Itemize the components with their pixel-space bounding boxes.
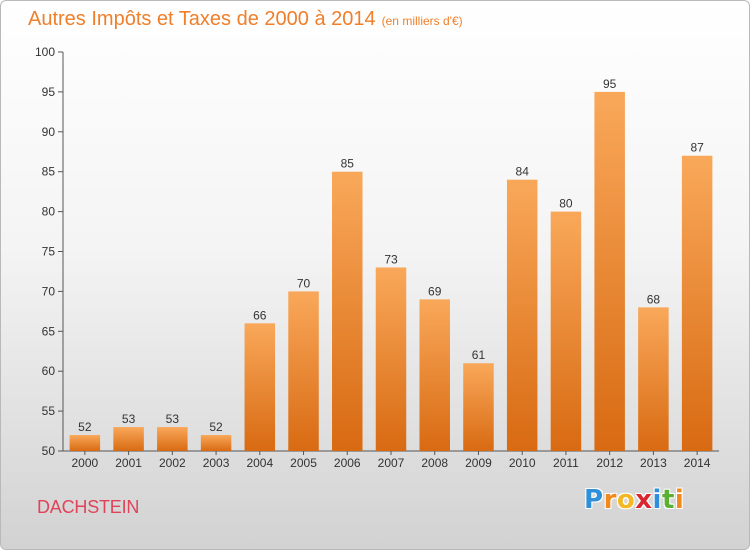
- x-tick-label: 2006: [334, 456, 361, 470]
- x-axis: 2000 2001 2002 2003 2004 2005 2006 2007 2008 2009…: [63, 450, 719, 470]
- bar: [288, 291, 319, 451]
- data-label: 70: [297, 276, 311, 290]
- proxiti-logo: Proxiti: [584, 485, 684, 515]
- data-label: 84: [516, 165, 530, 179]
- data-label: 52: [209, 420, 223, 434]
- bar: [638, 307, 669, 451]
- location-label: DACHSTEIN: [37, 497, 140, 517]
- data-label: 53: [166, 412, 180, 426]
- bar: [113, 427, 144, 451]
- data-label: 73: [384, 252, 398, 266]
- bar: [506, 179, 538, 451]
- x-tick-label: 2001: [115, 456, 142, 470]
- x-tick-label: 2003: [203, 456, 230, 470]
- y-tick-label: 60: [42, 364, 56, 378]
- chart-title: Autres Impôts et Taxes de 2000 à 2014 (en…: [28, 8, 463, 31]
- x-tick-label: 2002: [159, 456, 186, 470]
- logo-letter: r: [603, 485, 617, 515]
- x-tick-label: 2013: [640, 456, 667, 470]
- x-tick-label: 2010: [509, 456, 536, 470]
- y-tick-label: 50: [42, 444, 56, 458]
- y-tick-label: 85: [42, 165, 56, 179]
- data-label: 53: [122, 412, 136, 426]
- bar: [681, 155, 713, 452]
- data-label: 68: [647, 292, 661, 306]
- y-tick-label: 95: [42, 85, 56, 99]
- x-tick-label: 2004: [246, 456, 273, 470]
- x-tick-label: 2000: [72, 456, 99, 470]
- y-tick-label: 90: [42, 125, 56, 139]
- chart-unit: (en milliers d'€): [381, 14, 463, 28]
- x-tick-label: 2008: [421, 456, 448, 470]
- data-label: 85: [341, 157, 355, 171]
- x-tick-label: 2005: [290, 456, 317, 470]
- y-tick-label: 75: [42, 245, 56, 259]
- data-label: 66: [253, 308, 267, 322]
- data-label: 87: [690, 141, 704, 155]
- bar: [463, 363, 494, 451]
- bar: [550, 211, 582, 451]
- chart-title-text: Autres Impôts et Taxes de 2000 à 2014: [28, 8, 376, 30]
- y-tick-label: 100: [35, 45, 55, 59]
- bar: [419, 299, 450, 451]
- logo-letter: t: [661, 485, 675, 515]
- bar: [375, 267, 407, 451]
- bar: [200, 435, 232, 451]
- bars: 52 53 53 52 66 70 85 73 69 61 84 80 95 68 87: [69, 77, 713, 452]
- logo-letter: i: [652, 485, 662, 515]
- data-label: 95: [603, 77, 617, 91]
- x-tick-label: 2007: [378, 456, 405, 470]
- logo-letter: x: [635, 485, 653, 515]
- y-tick-label: 55: [42, 404, 56, 418]
- data-label: 80: [559, 197, 573, 211]
- x-tick-label: 2012: [596, 456, 623, 470]
- x-tick-label: 2009: [465, 456, 492, 470]
- data-label: 52: [78, 420, 92, 434]
- x-tick-label: 2014: [684, 456, 711, 470]
- logo-letter: P: [584, 485, 604, 515]
- logo-letter: o: [616, 485, 636, 515]
- data-label: 69: [428, 284, 442, 298]
- y-axis: 50 55 60 65 70 75 80 85 90 95 100: [35, 45, 64, 458]
- logo-letter: i: [674, 485, 685, 515]
- bar: [157, 427, 188, 451]
- y-tick-label: 80: [42, 205, 56, 219]
- bar: [244, 323, 276, 451]
- data-label: 61: [472, 348, 486, 362]
- bar: [594, 91, 625, 452]
- x-tick-label: 2011: [553, 456, 579, 470]
- bar: [332, 171, 363, 451]
- y-tick-label: 70: [42, 284, 56, 298]
- y-tick-label: 65: [42, 324, 56, 338]
- bar: [69, 435, 101, 451]
